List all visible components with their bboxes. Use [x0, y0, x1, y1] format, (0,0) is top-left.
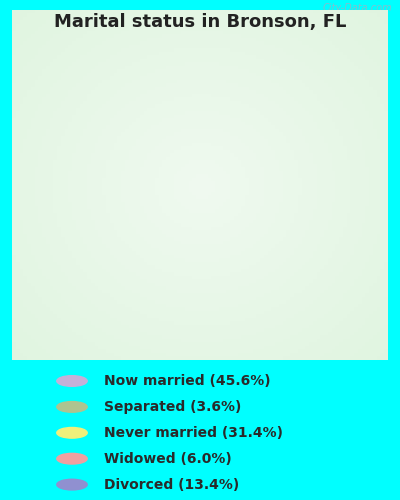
- Text: Separated (3.6%): Separated (3.6%): [104, 400, 241, 414]
- Text: City-Data.com: City-Data.com: [323, 3, 392, 13]
- Circle shape: [57, 428, 87, 438]
- Text: Widowed (6.0%): Widowed (6.0%): [104, 452, 232, 466]
- Wedge shape: [99, 50, 200, 135]
- Circle shape: [57, 454, 87, 464]
- Text: Now married (45.6%): Now married (45.6%): [104, 374, 271, 388]
- Circle shape: [57, 376, 87, 386]
- Circle shape: [57, 402, 87, 412]
- Wedge shape: [65, 138, 207, 320]
- Wedge shape: [204, 257, 237, 320]
- Circle shape: [57, 480, 87, 490]
- Wedge shape: [73, 95, 144, 159]
- Text: Divorced (13.4%): Divorced (13.4%): [104, 478, 239, 492]
- Wedge shape: [200, 50, 335, 315]
- Text: Never married (31.4%): Never married (31.4%): [104, 426, 283, 440]
- Text: Marital status in Bronson, FL: Marital status in Bronson, FL: [54, 13, 346, 31]
